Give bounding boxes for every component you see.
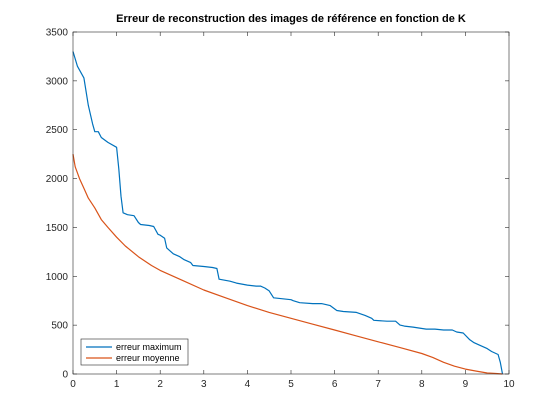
x-tick-label: 3 xyxy=(201,379,207,390)
y-tick-label: 1500 xyxy=(46,223,69,234)
x-tick-label: 6 xyxy=(332,379,338,390)
series-line-max xyxy=(72,51,504,375)
y-tick-label: 500 xyxy=(51,321,68,332)
y-tick-label: 3000 xyxy=(46,76,69,87)
x-tick-label: 8 xyxy=(419,379,425,390)
y-tick-label: 0 xyxy=(62,370,68,381)
axes-layer: 0 1 2 3 4 5 6 7 8 9 10 0 500 1000 1500 2000 2500 3000 3500 xyxy=(46,28,515,391)
chart-title: Erreur de reconstruction des images de r… xyxy=(116,13,466,25)
legend-label-mean: erreur moyenne xyxy=(116,353,180,363)
y-tick-label: 2500 xyxy=(46,125,69,136)
legend: erreur maximum erreur moyenne xyxy=(80,338,189,366)
x-tick-label: 0 xyxy=(70,379,76,390)
y-tick-label: 3500 xyxy=(46,28,69,39)
legend-box xyxy=(80,338,189,366)
series-layer xyxy=(72,51,504,375)
x-tick-label: 9 xyxy=(463,379,469,390)
x-tick-label: 7 xyxy=(375,379,381,390)
x-tick-label: 4 xyxy=(245,379,251,390)
legend-label-max: erreur maximum xyxy=(116,342,182,352)
series-line-mean xyxy=(72,153,503,375)
plot-area xyxy=(73,32,509,374)
x-tick-label: 1 xyxy=(114,379,120,390)
x-tick-label: 5 xyxy=(288,379,294,390)
y-tick-label: 2000 xyxy=(46,174,69,185)
x-tick-label: 10 xyxy=(503,379,515,390)
y-tick-label: 1000 xyxy=(46,272,69,283)
x-tick-label: 2 xyxy=(157,379,163,390)
